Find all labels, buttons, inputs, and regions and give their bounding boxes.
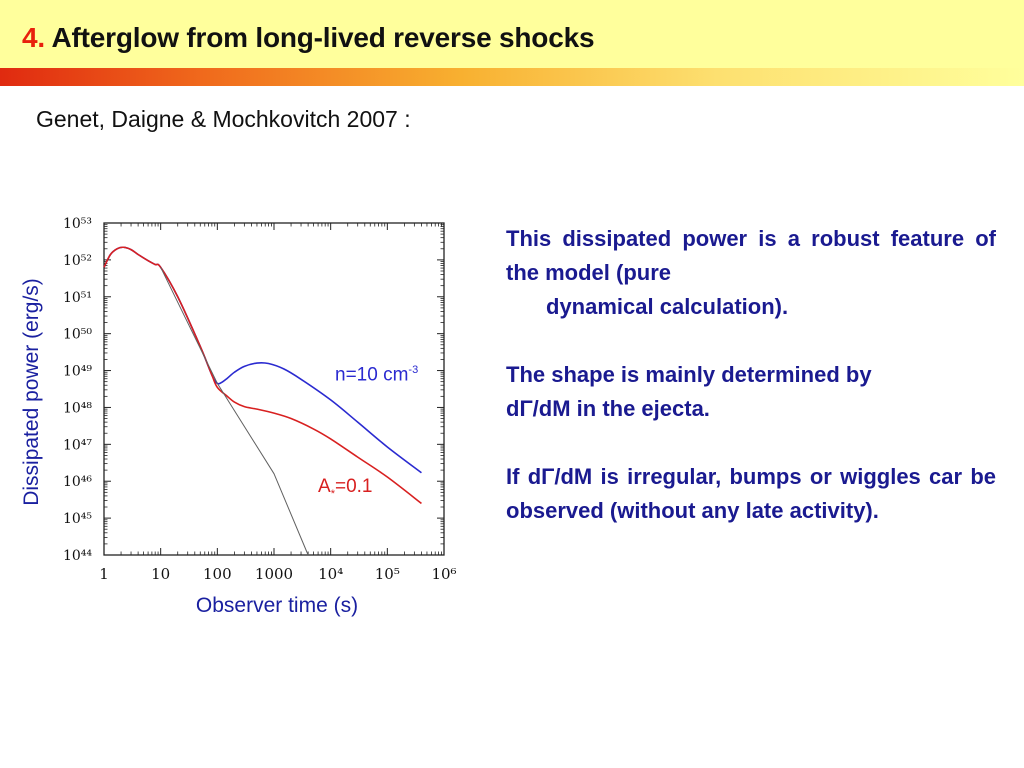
citation: Genet, Daigne & Mochkovitch 2007 : xyxy=(36,106,411,132)
series-label-wind: A*=0.1 xyxy=(318,476,372,500)
y-tick-label: 10⁴⁹ xyxy=(63,364,92,380)
series-line-wind xyxy=(103,246,422,505)
explanation-p2-line-b: dΓ/dM in the ejecta. xyxy=(506,396,710,421)
series-label-density-exponent: -3 xyxy=(408,364,419,376)
explanation-paragraph-1: This dissipated power is a robust featur… xyxy=(506,222,996,324)
explanation-p1-line-b: dynamical calculation). xyxy=(546,294,789,319)
series-line-density xyxy=(103,246,422,474)
slide-title: 4. Afterglow from long-lived reverse sho… xyxy=(22,22,595,54)
y-tick-label: 10⁵² xyxy=(63,253,92,269)
x-tick-label: 10 xyxy=(151,565,170,583)
y-tick-label: 10⁴⁷ xyxy=(63,437,92,453)
x-tick-label: 10⁴ xyxy=(318,565,343,583)
series-label-wind-subscript: * xyxy=(330,487,335,500)
x-tick-label: 10⁵ xyxy=(375,565,400,583)
y-tick-label: 10⁴⁴ xyxy=(63,548,92,564)
series-label-wind-main: A xyxy=(318,476,331,497)
y-tick-label: 10⁵¹ xyxy=(63,290,92,306)
header-gradient-bar xyxy=(0,68,1024,86)
slide-title-text: Afterglow from long-lived reverse shocks xyxy=(51,22,595,53)
x-axis-label: Observer time (s) xyxy=(195,594,359,617)
series-line-no-reverse-shock xyxy=(160,267,309,556)
series-label-wind-value: =0.1 xyxy=(334,476,373,497)
slide-number: 4. xyxy=(22,22,45,53)
y-tick-label: 10⁴⁶ xyxy=(63,474,92,490)
slide-header: 4. Afterglow from long-lived reverse sho… xyxy=(0,0,1024,68)
explanation-p1-line-a: This dissipated power is a robust featur… xyxy=(506,226,996,285)
x-tick-label: 10⁶ xyxy=(431,565,456,583)
series-label-density-main: n=10 cm xyxy=(335,364,409,386)
y-tick-label: 10⁴⁸ xyxy=(63,400,92,416)
explanation-paragraph-2: The shape is mainly determined by dΓ/dM i… xyxy=(506,358,996,426)
explanation-paragraph-3: If dΓ/dM is irregular, bumps or wiggles … xyxy=(506,464,996,523)
y-tick-label: 10⁵³ xyxy=(63,216,92,232)
x-tick-label: 1000 xyxy=(255,565,293,583)
series-label-density: n=10 cm-3 xyxy=(335,364,418,386)
y-tick-label: 10⁵⁰ xyxy=(63,327,92,343)
explanation-p2-line-a: The shape is mainly determined by xyxy=(506,362,872,387)
x-tick-label: 1 xyxy=(99,565,109,583)
x-tick-label: 100 xyxy=(203,565,232,583)
y-tick-label: 10⁴⁵ xyxy=(63,511,92,527)
plot-frame xyxy=(103,222,445,556)
y-axis-label: Dissipated power (erg/s) xyxy=(20,278,43,506)
explanation-text: This dissipated power is a robust featur… xyxy=(506,222,996,562)
